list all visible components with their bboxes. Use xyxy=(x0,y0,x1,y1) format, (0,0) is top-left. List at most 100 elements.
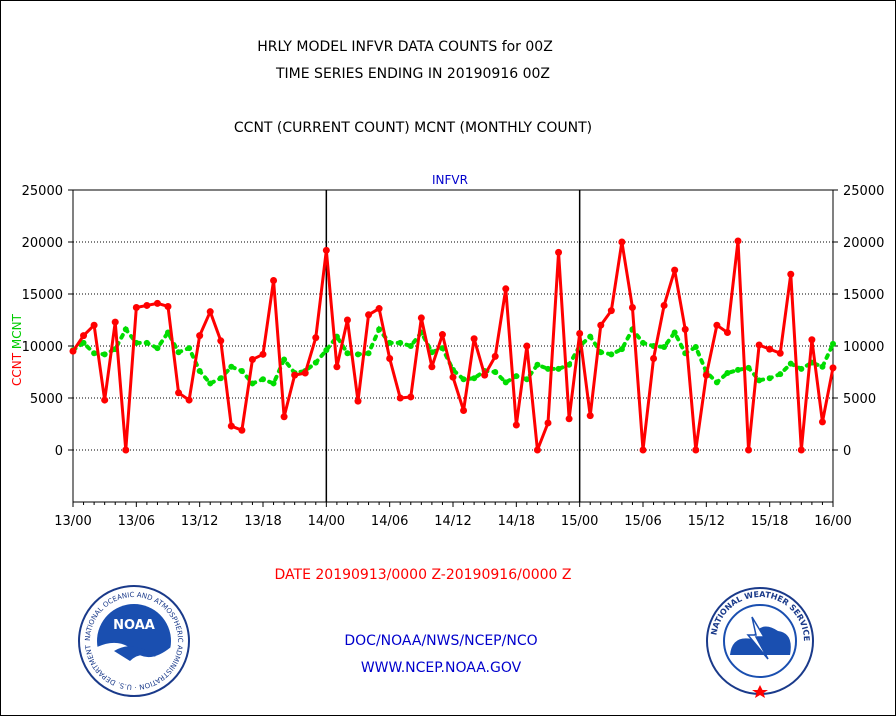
point-ccnt xyxy=(428,363,436,371)
point-mcnt xyxy=(323,347,330,354)
point-mcnt xyxy=(143,339,150,346)
point-mcnt xyxy=(787,360,794,367)
point-ccnt xyxy=(576,330,584,338)
x-tick-label: 13/18 xyxy=(244,514,281,529)
y-axis-label: CCNT MCNT xyxy=(10,313,24,386)
y-tick-label-left: 0 xyxy=(55,444,63,459)
point-ccnt xyxy=(80,332,88,340)
point-ccnt xyxy=(533,446,541,454)
y-tick-label-left: 5000 xyxy=(30,392,63,407)
point-mcnt xyxy=(270,380,277,387)
point-mcnt xyxy=(186,345,193,352)
point-ccnt xyxy=(555,248,563,256)
point-ccnt xyxy=(343,316,351,324)
point-ccnt xyxy=(544,419,552,427)
point-mcnt xyxy=(407,343,414,349)
point-mcnt xyxy=(534,361,541,368)
point-mcnt xyxy=(735,366,741,373)
point-ccnt xyxy=(650,354,658,362)
point-ccnt xyxy=(481,371,489,379)
point-ccnt xyxy=(586,412,594,420)
point-ccnt xyxy=(417,314,425,322)
point-mcnt xyxy=(355,351,361,358)
url-line: WWW.NCEP.NOAA.GOV xyxy=(361,660,522,676)
title-line-2: TIME SERIES ENDING IN 20190916 00Z xyxy=(275,66,550,82)
x-tick-label: 14/18 xyxy=(498,514,535,529)
point-ccnt xyxy=(776,349,784,357)
point-mcnt xyxy=(819,363,826,370)
point-ccnt xyxy=(175,389,183,397)
point-mcnt xyxy=(671,329,678,336)
point-mcnt xyxy=(513,373,520,380)
point-ccnt xyxy=(502,285,510,293)
point-ccnt xyxy=(438,331,446,339)
point-ccnt xyxy=(301,369,309,377)
point-ccnt xyxy=(681,325,689,333)
point-mcnt xyxy=(312,359,319,366)
point-mcnt xyxy=(661,344,668,351)
point-ccnt xyxy=(639,446,647,454)
point-ccnt xyxy=(386,354,394,362)
point-ccnt xyxy=(365,311,373,319)
point-ccnt xyxy=(713,321,721,329)
point-ccnt xyxy=(375,305,383,313)
point-ccnt xyxy=(755,341,763,349)
point-ccnt xyxy=(460,406,468,414)
x-tick-label: 15/12 xyxy=(688,514,725,529)
y-tick-label-right: 25000 xyxy=(843,184,884,199)
point-ccnt xyxy=(723,328,731,336)
point-ccnt xyxy=(322,246,330,254)
y-label-ccnt: CCNT xyxy=(10,352,24,386)
point-mcnt xyxy=(196,367,203,374)
y-label-mcnt: MCNT xyxy=(10,313,24,349)
point-ccnt xyxy=(90,321,98,329)
point-mcnt xyxy=(555,365,562,372)
point-mcnt xyxy=(91,350,98,357)
noaa-logo: NATIONAL OCEANIC AND ATMOSPHERIC ADMINIS… xyxy=(78,585,190,697)
y-tick-label-left: 20000 xyxy=(22,236,63,251)
point-ccnt xyxy=(787,270,795,278)
point-mcnt xyxy=(756,377,763,384)
x-tick-label: 15/18 xyxy=(751,514,788,529)
point-ccnt xyxy=(143,301,151,309)
point-ccnt xyxy=(470,335,478,343)
point-ccnt xyxy=(217,337,225,345)
point-ccnt xyxy=(333,363,341,371)
point-ccnt xyxy=(280,413,288,421)
point-mcnt xyxy=(471,375,478,382)
point-mcnt xyxy=(101,351,108,358)
point-ccnt xyxy=(354,397,362,405)
point-mcnt xyxy=(830,340,836,347)
series-layer xyxy=(69,237,837,454)
svg-text:CCNT MCNT: CCNT MCNT xyxy=(10,313,24,386)
point-mcnt xyxy=(397,339,404,346)
noaa-logo-text: NOAA xyxy=(113,618,155,633)
y-tick-label-left: 25000 xyxy=(22,184,63,199)
point-ccnt xyxy=(523,342,531,350)
point-mcnt xyxy=(713,379,720,386)
point-ccnt xyxy=(122,446,130,454)
point-ccnt xyxy=(565,415,573,423)
point-ccnt xyxy=(69,347,77,355)
point-ccnt xyxy=(607,307,615,315)
y-tick-label-left: 10000 xyxy=(22,340,63,355)
point-mcnt xyxy=(545,365,551,372)
point-ccnt xyxy=(153,299,161,307)
point-ccnt xyxy=(270,276,278,284)
point-ccnt xyxy=(618,238,626,246)
point-ccnt xyxy=(808,336,816,344)
point-ccnt xyxy=(396,394,404,402)
point-mcnt xyxy=(175,349,182,356)
point-ccnt xyxy=(797,446,805,454)
point-ccnt xyxy=(312,334,320,342)
point-ccnt xyxy=(628,304,636,312)
y-tick-label-right: 5000 xyxy=(843,392,876,407)
axis-layer xyxy=(68,189,838,507)
point-mcnt xyxy=(724,370,731,377)
point-ccnt xyxy=(248,356,256,364)
point-mcnt xyxy=(692,344,699,351)
point-mcnt xyxy=(460,376,467,383)
point-mcnt xyxy=(238,367,245,374)
point-mcnt xyxy=(281,356,288,363)
